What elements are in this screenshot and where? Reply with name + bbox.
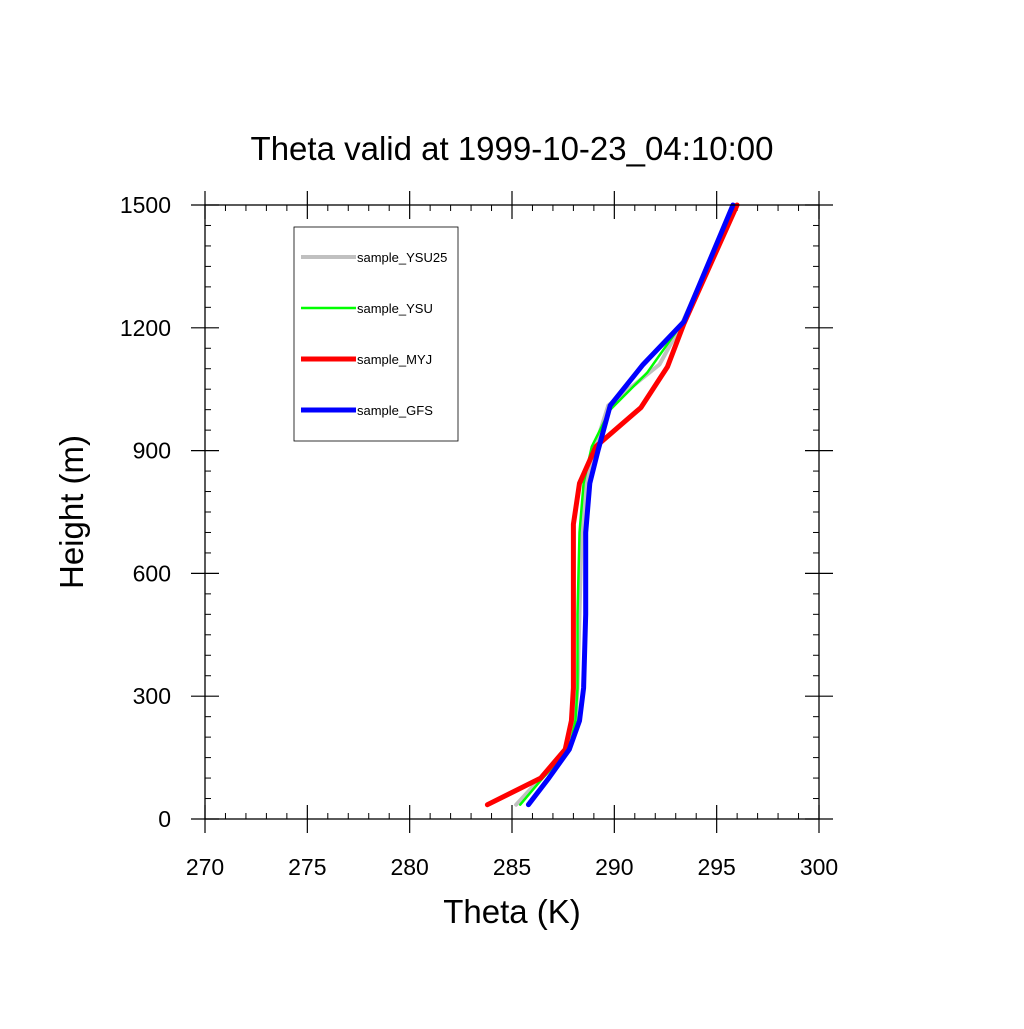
legend-label-sample-gfs: sample_GFS	[357, 403, 433, 418]
x-axis-label: Theta (K)	[443, 893, 581, 930]
x-tick-label: 270	[186, 854, 224, 880]
y-axis-label: Height (m)	[53, 435, 90, 589]
data-series	[484, 202, 740, 808]
x-tick-label: 290	[595, 854, 633, 880]
x-tick-label: 280	[390, 854, 428, 880]
chart-title: Theta valid at 1999-10-23_04:10:00	[251, 130, 774, 167]
y-tick-label: 300	[133, 683, 171, 709]
y-tick-label: 600	[133, 560, 171, 586]
x-tick-label: 300	[800, 854, 838, 880]
y-tick-label: 900	[133, 438, 171, 464]
x-tick-label: 275	[288, 854, 326, 880]
legend-label-sample-ysu: sample_YSU	[357, 301, 433, 316]
legend-label-sample-ysu25: sample_YSU25	[357, 250, 447, 265]
y-tick-label: 0	[158, 806, 171, 832]
series-line-sample-myj	[484, 202, 740, 808]
legend-label-sample-myj: sample_MYJ	[357, 352, 432, 367]
series-line-sample-gfs	[525, 202, 736, 808]
y-tick-label: 1500	[120, 192, 171, 218]
x-tick-label: 295	[697, 854, 735, 880]
plot-area-frame	[204, 204, 820, 820]
legend: sample_YSU25 sample_YSU sample_MYJ sample_G…	[293, 226, 459, 442]
legend-box	[293, 226, 459, 442]
y-tick-label: 1200	[120, 315, 171, 341]
x-tick-label: 285	[493, 854, 531, 880]
